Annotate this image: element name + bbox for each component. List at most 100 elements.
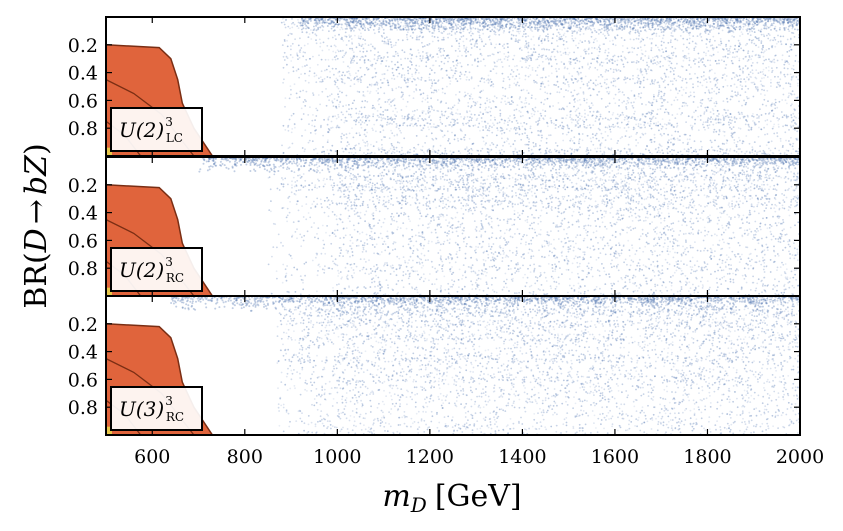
scatter-point xyxy=(361,18,364,21)
scatter-point xyxy=(586,124,589,127)
scatter-point xyxy=(769,39,772,41)
scatter-point xyxy=(774,147,777,150)
scatter-point xyxy=(538,36,541,39)
scatter-point xyxy=(499,114,502,117)
scatter-point xyxy=(444,125,447,127)
scatter-point xyxy=(715,122,718,124)
scatter-point xyxy=(358,44,361,47)
scatter-point xyxy=(431,82,434,85)
scatter-point xyxy=(538,44,540,47)
scatter-point xyxy=(610,26,613,29)
scatter-point xyxy=(784,124,787,127)
scatter-point xyxy=(419,88,421,91)
scatter-point xyxy=(663,21,665,24)
scatter-point xyxy=(494,33,497,36)
scatter-point xyxy=(299,51,301,54)
scatter-point xyxy=(595,114,598,117)
scatter-point xyxy=(741,33,744,36)
scatter-point xyxy=(369,26,372,29)
scatter-point xyxy=(460,35,463,38)
scatter-point xyxy=(655,32,658,35)
scatter-point xyxy=(655,35,658,37)
scatter-point xyxy=(720,59,723,61)
scatter-point xyxy=(766,76,769,78)
scatter-point xyxy=(674,67,676,69)
scatter-point xyxy=(753,122,756,125)
scatter-point xyxy=(386,101,389,103)
scatter-point xyxy=(521,23,524,26)
scatter-point xyxy=(652,62,654,65)
scatter-point xyxy=(717,145,720,148)
scatter-point xyxy=(523,33,525,36)
scatter-point xyxy=(398,124,401,127)
scatter-point xyxy=(657,121,660,123)
scatter-point xyxy=(515,127,518,129)
scatter-point xyxy=(680,113,682,116)
scatter-point xyxy=(344,148,347,151)
scatter-point xyxy=(790,22,793,25)
scatter-point xyxy=(536,28,539,31)
scatter-point xyxy=(653,83,656,85)
scatter-point xyxy=(555,22,557,25)
scatter-point xyxy=(686,104,689,107)
scatter-point xyxy=(437,149,440,152)
scatter-point xyxy=(514,140,516,142)
scatter-point xyxy=(766,133,769,135)
scatter-point xyxy=(332,115,335,118)
scatter-point xyxy=(400,76,403,78)
scatter-point xyxy=(786,38,789,41)
scatter-point xyxy=(432,126,435,128)
scatter-point xyxy=(308,123,310,125)
scatter-point xyxy=(729,112,732,115)
scatter-point xyxy=(476,65,479,68)
scatter-point xyxy=(336,99,339,102)
scatter-point xyxy=(797,152,799,155)
scatter-point xyxy=(651,33,654,35)
scatter-point xyxy=(652,98,655,101)
scatter-point xyxy=(487,78,490,81)
scatter-point xyxy=(393,55,396,58)
scatter-point xyxy=(501,129,503,132)
scatter-point xyxy=(355,132,358,135)
scatter-point xyxy=(665,123,668,126)
scatter-point xyxy=(531,53,534,56)
scatter-point xyxy=(537,56,540,58)
scatter-point xyxy=(553,148,556,151)
scatter-point xyxy=(595,79,597,82)
scatter-point xyxy=(375,62,377,65)
scatter-point xyxy=(464,70,467,73)
scatter-point xyxy=(530,59,533,61)
scatter-point xyxy=(330,22,333,25)
scatter-point xyxy=(390,116,393,119)
scatter-point xyxy=(406,33,408,36)
scatter-point xyxy=(430,69,433,72)
scatter-point xyxy=(751,30,754,33)
scatter-point xyxy=(385,42,388,45)
scatter-point xyxy=(667,141,669,144)
scatter-point xyxy=(477,60,479,63)
scatter-point xyxy=(607,92,610,95)
scatter-point xyxy=(630,117,633,119)
scatter-point xyxy=(671,46,674,48)
scatter-point xyxy=(282,66,285,69)
scatter-point xyxy=(458,45,461,48)
scatter-point xyxy=(373,106,375,109)
scatter-point xyxy=(552,50,555,53)
scatter-point xyxy=(413,25,416,28)
scatter-point xyxy=(629,150,631,152)
scatter-point xyxy=(384,109,387,111)
scatter-point xyxy=(555,149,558,152)
scatter-point xyxy=(711,108,714,110)
scatter-point xyxy=(718,28,720,30)
scatter-point xyxy=(452,19,455,22)
scatter-point xyxy=(726,97,728,100)
scatter-point xyxy=(369,90,372,93)
scatter-point xyxy=(501,72,504,75)
scatter-point xyxy=(305,100,307,103)
scatter-point xyxy=(792,64,795,67)
scatter-point xyxy=(400,109,403,111)
scatter-point xyxy=(617,140,619,142)
scatter-point xyxy=(527,111,529,114)
scatter-point xyxy=(572,21,575,24)
scatter-point xyxy=(409,25,412,28)
